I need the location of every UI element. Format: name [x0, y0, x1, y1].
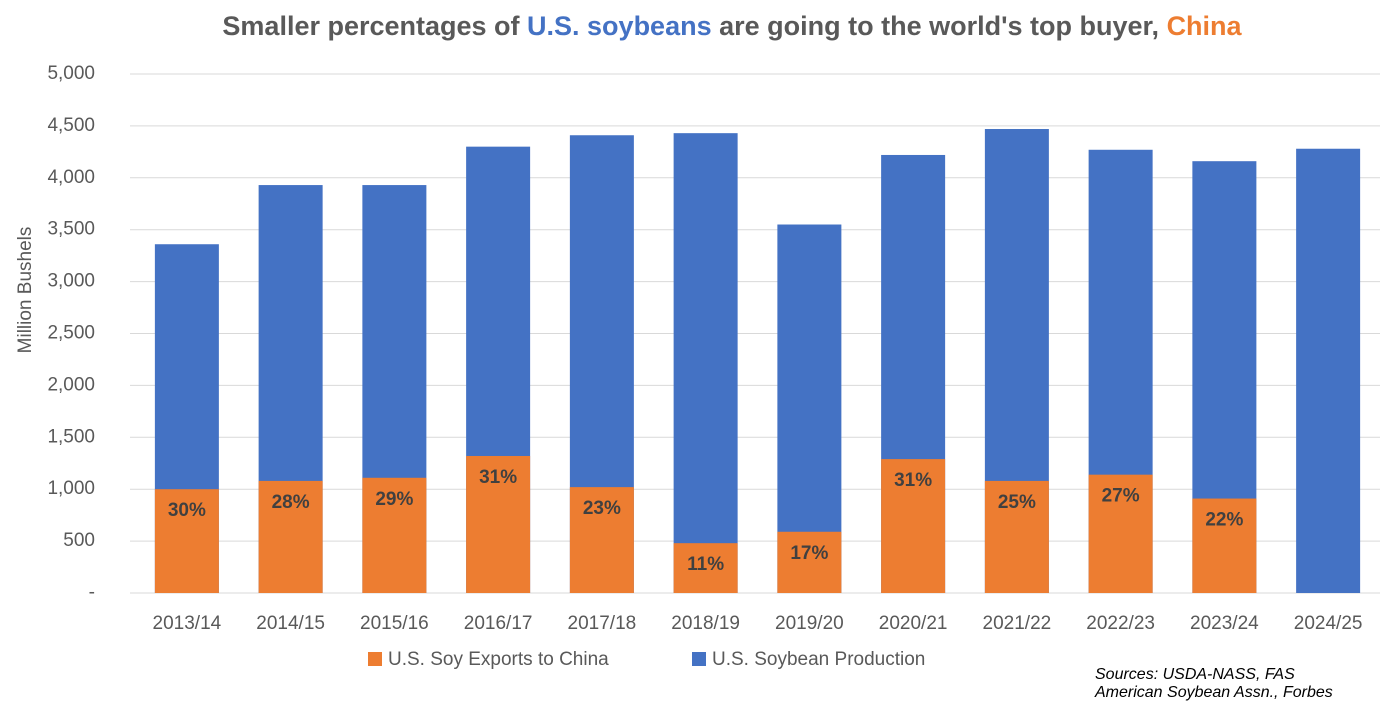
bar: [1192, 498, 1257, 593]
bar: [673, 133, 738, 593]
legend-swatch: [692, 652, 706, 666]
data-label: 30%: [168, 500, 206, 521]
y-tick-label: 2,000: [47, 374, 95, 395]
y-tick-label: 5,000: [47, 63, 95, 84]
y-axis-label: Million Bushels: [15, 227, 36, 354]
y-tick-label: 4,500: [47, 115, 95, 136]
x-tick-label: 2015/16: [360, 613, 429, 634]
data-label: 31%: [894, 470, 932, 491]
bar: [258, 480, 323, 593]
data-label: 17%: [790, 543, 828, 564]
bar: [362, 477, 427, 593]
data-label: 25%: [998, 492, 1036, 513]
bar: [777, 531, 842, 593]
bar: [466, 455, 531, 593]
x-tick-label: 2017/18: [568, 613, 637, 634]
x-tick-label: 2018/19: [671, 613, 740, 634]
bar: [154, 489, 219, 593]
x-tick-label: 2014/15: [256, 613, 325, 634]
y-tick-label: 2,500: [47, 323, 95, 344]
x-tick-label: 2019/20: [775, 613, 844, 634]
source-note: Sources: USDA-NASS, FAS: [1095, 666, 1295, 683]
bar: [1296, 148, 1361, 593]
title-part: China: [1167, 11, 1243, 41]
data-label: 22%: [1205, 510, 1243, 531]
data-label: 23%: [583, 498, 621, 519]
y-tick-label: 500: [63, 530, 95, 551]
title-part: U.S. soybeans: [527, 11, 712, 41]
legend-label: U.S. Soy Exports to China: [388, 649, 609, 670]
chart-title: Smaller percentages of U.S. soybeans are…: [222, 11, 1242, 41]
x-tick-label: 2022/23: [1086, 613, 1155, 634]
x-tick-label: 2024/25: [1294, 613, 1363, 634]
title-part: Smaller percentages of: [222, 11, 527, 41]
y-tick-label: 3,000: [47, 271, 95, 292]
bar: [777, 224, 842, 593]
y-tick-label: -: [89, 582, 95, 603]
x-tick-label: 2013/14: [153, 613, 222, 634]
data-label: 11%: [687, 554, 724, 575]
x-tick-label: 2021/22: [983, 613, 1052, 634]
bar: [569, 487, 634, 593]
y-tick-label: 4,000: [47, 167, 95, 188]
data-label: 31%: [479, 467, 517, 488]
data-label: 28%: [272, 492, 310, 513]
title-part: are going to the world's top buyer,: [712, 11, 1167, 41]
y-tick-label: 1,000: [47, 478, 95, 499]
bar: [984, 480, 1049, 593]
x-tick-label: 2016/17: [464, 613, 533, 634]
x-tick-label: 2023/24: [1190, 613, 1259, 634]
bar: [1088, 474, 1153, 593]
data-label: 27%: [1102, 486, 1140, 507]
bar: [881, 459, 946, 593]
legend-label: U.S. Soybean Production: [712, 649, 925, 670]
y-tick-label: 1,500: [47, 426, 95, 447]
y-tick-label: 3,500: [47, 219, 95, 240]
source-note: American Soybean Assn., Forbes: [1094, 684, 1333, 701]
legend-swatch: [368, 652, 382, 666]
data-label: 29%: [375, 489, 413, 510]
bar: [673, 543, 738, 593]
x-tick-label: 2020/21: [879, 613, 948, 634]
